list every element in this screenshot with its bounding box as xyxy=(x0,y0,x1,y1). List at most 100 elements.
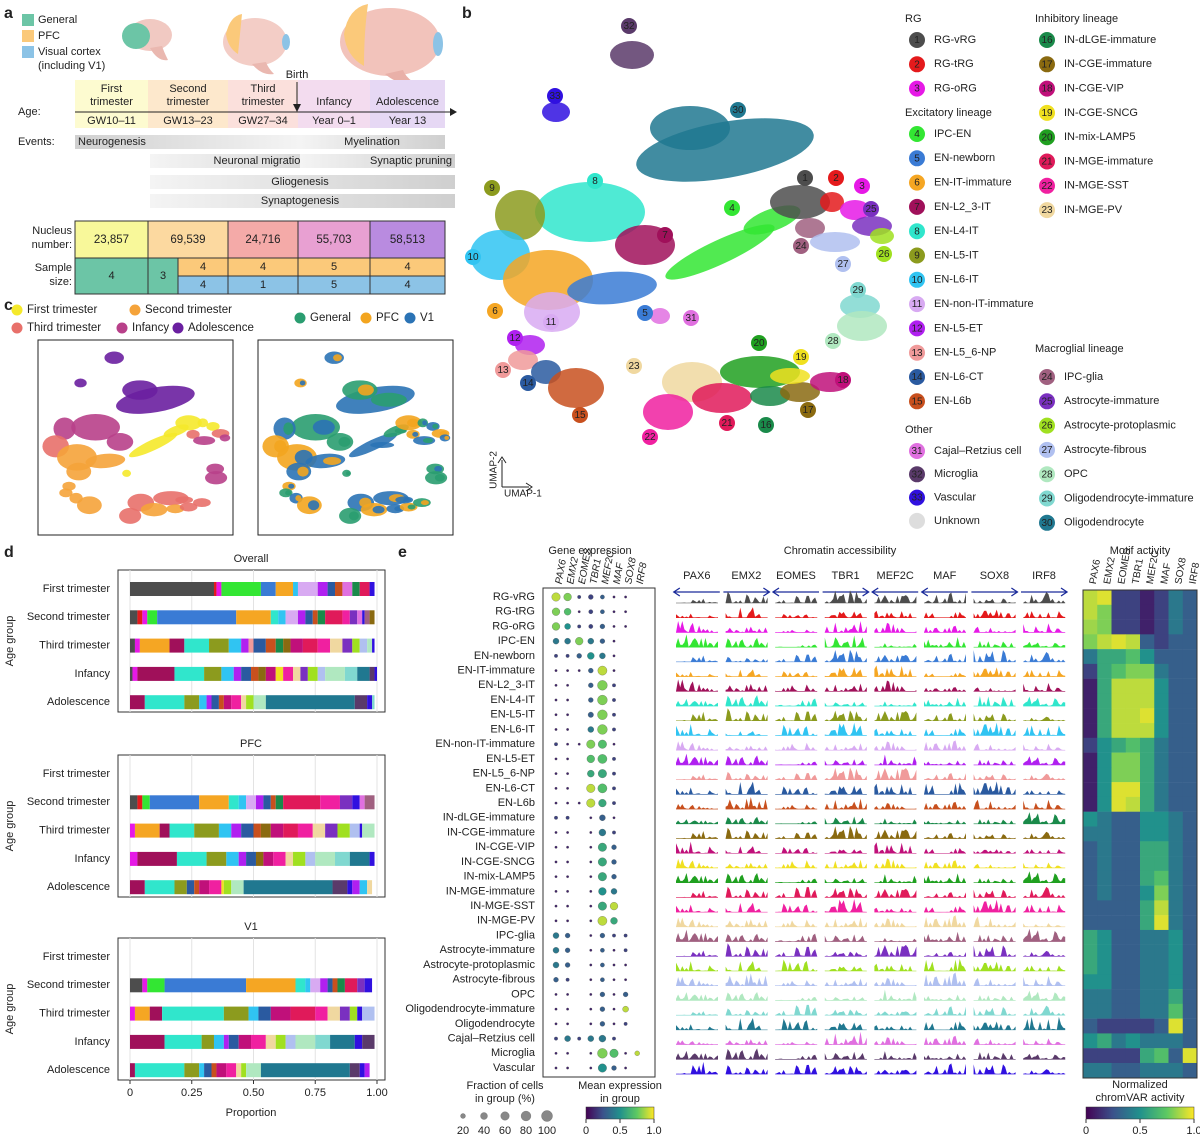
umap-cluster-number: 4 xyxy=(729,203,735,214)
accessibility-track xyxy=(874,754,917,765)
bar-segment xyxy=(263,851,274,866)
heatmap-cell xyxy=(1154,678,1169,694)
legend-swatch xyxy=(22,46,34,58)
expression-dot xyxy=(588,624,594,629)
sample-number: 4 xyxy=(108,270,114,282)
gene-label: EOMES xyxy=(776,570,816,582)
heatmap-cell xyxy=(1125,885,1141,901)
heatmap-cell xyxy=(1140,856,1155,872)
bar-segment xyxy=(305,978,311,993)
bar-segment xyxy=(372,695,375,710)
legend-dot xyxy=(129,304,141,316)
accessibility-track xyxy=(973,878,1016,883)
y-tick-label: Adolescence xyxy=(47,881,110,893)
expression-dot xyxy=(566,742,569,746)
legend-label: RG-oRG xyxy=(934,83,977,95)
umap-cluster-badge xyxy=(719,415,735,431)
heatmap-cell xyxy=(1182,989,1198,1005)
umap-cluster xyxy=(770,368,810,384)
bar-segment xyxy=(270,610,279,625)
legend-label: Microglia xyxy=(934,468,979,480)
event-label: Neurogenesis xyxy=(78,136,146,148)
bar-segment xyxy=(246,1063,261,1078)
accessibility-track xyxy=(824,1031,867,1045)
legend-badge-number: 28 xyxy=(1041,469,1053,480)
heatmap-cell xyxy=(1111,663,1126,679)
expression-dot xyxy=(612,654,616,658)
expression-dot xyxy=(612,786,616,791)
bar-segment xyxy=(320,795,340,810)
bar-segment xyxy=(184,638,210,653)
panel-label: e xyxy=(398,544,407,561)
y-tick-label: First trimester xyxy=(43,951,111,963)
accessibility-track xyxy=(824,825,867,839)
y-tick-label: Infancy xyxy=(75,668,111,680)
expression-dot xyxy=(609,1048,619,1058)
heatmap-cell xyxy=(1168,989,1183,1005)
accessibility-track xyxy=(824,635,867,648)
dotplot-frame xyxy=(542,587,656,1078)
legend-dot xyxy=(360,312,372,324)
y-axis-label: Age group xyxy=(4,801,16,852)
heatmap-cell xyxy=(1111,944,1126,960)
heatmap-cell xyxy=(1083,929,1098,945)
event-label: Synaptic pruning xyxy=(370,155,452,167)
umap-cluster-badge xyxy=(543,314,559,330)
accessibility-track xyxy=(874,1069,917,1075)
bar-segment xyxy=(137,851,177,866)
heatmap-cell xyxy=(1140,974,1155,990)
expression-dot xyxy=(599,623,606,630)
gene-strand-arrow xyxy=(763,587,771,597)
expression-dot xyxy=(598,887,607,896)
bar-segment xyxy=(335,582,343,596)
expression-dot xyxy=(564,637,571,645)
accessibility-track xyxy=(676,904,718,913)
bar-segment xyxy=(283,795,321,810)
bar-segment xyxy=(315,851,336,866)
expression-dot xyxy=(597,694,608,706)
expression-dot xyxy=(554,904,558,908)
bar-segment xyxy=(184,695,200,710)
bar-segment xyxy=(258,1006,271,1021)
expression-dot xyxy=(599,814,606,821)
heatmap-cell xyxy=(1111,915,1126,931)
expression-dot xyxy=(612,830,616,835)
cell-type-label: IPC-EN xyxy=(498,635,535,647)
heatmap-cell xyxy=(1140,1033,1155,1049)
heatmap-cell xyxy=(1097,870,1112,886)
bar-segment xyxy=(295,978,306,993)
heatmap-cell xyxy=(1182,1003,1198,1019)
row-label: Sample xyxy=(35,262,72,274)
expression-dot xyxy=(597,769,607,779)
bar-segment xyxy=(349,1006,358,1021)
bar-segment xyxy=(260,582,276,596)
legend-group-title: Other xyxy=(905,424,933,436)
cell-type-label: IN-dLGE-immature xyxy=(443,812,535,824)
bar-segment xyxy=(372,638,375,653)
bar-segment xyxy=(149,1006,163,1021)
cell-type-label: EN-L4-IT xyxy=(490,694,535,706)
bar-segment xyxy=(209,880,222,895)
accessibility-track xyxy=(775,996,818,1001)
expression-dot xyxy=(566,728,569,731)
accessibility-track xyxy=(874,888,917,898)
heatmap-cell xyxy=(1097,856,1112,872)
accessibility-track xyxy=(1023,1053,1066,1060)
heatmap-cell xyxy=(1125,723,1141,739)
accessibility-track xyxy=(725,731,768,736)
bar-segment xyxy=(238,851,247,866)
accessibility-track xyxy=(725,943,768,957)
umap-mini-cluster xyxy=(407,504,416,510)
accessibility-track xyxy=(924,847,966,854)
accessibility-track xyxy=(824,816,867,824)
accessibility-track xyxy=(725,771,768,780)
heatmap-cell xyxy=(1125,590,1141,605)
legend-title: in group (%) xyxy=(475,1093,535,1105)
row-label: number: xyxy=(32,239,72,251)
legend-title: chromVAR activity xyxy=(1095,1092,1185,1104)
bar-segment xyxy=(335,851,350,866)
legend-label: General xyxy=(310,312,351,324)
umap-cluster-badge xyxy=(507,330,523,346)
legend-label: IN-MGE-PV xyxy=(1064,204,1123,216)
bar-segment xyxy=(130,823,135,838)
